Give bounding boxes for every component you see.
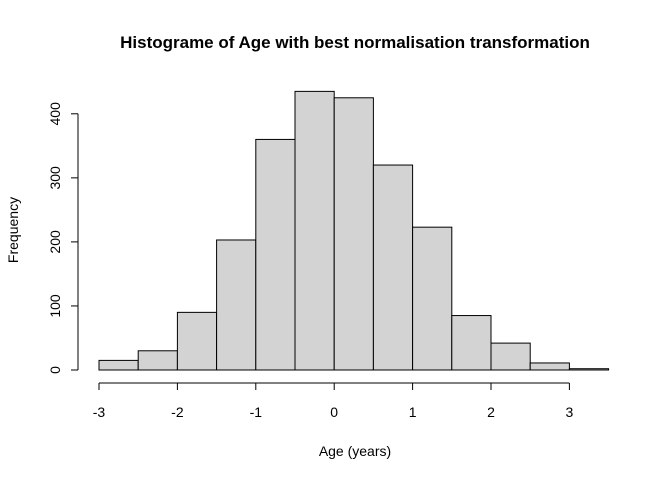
- histogram-bar: [529, 362, 570, 371]
- x-tick-label: 3: [566, 404, 574, 420]
- y-tick-label: 400: [47, 102, 63, 126]
- histogram-bar: [255, 138, 296, 371]
- histogram-bar: [98, 359, 139, 371]
- y-tick-label: 100: [47, 294, 63, 318]
- histogram-bar: [333, 97, 374, 371]
- chart-title: Histograme of Age with best normalisatio…: [120, 33, 590, 52]
- x-tick-label: 1: [409, 404, 417, 420]
- y-tick-label: 300: [47, 166, 63, 190]
- histogram-bar: [451, 315, 492, 371]
- histogram-bar: [412, 226, 453, 371]
- histogram-bar: [294, 90, 335, 371]
- x-axis-label: Age (years): [319, 443, 391, 459]
- x-tick-label: -3: [93, 404, 106, 420]
- histogram-bar: [216, 239, 257, 371]
- histogram-bar: [137, 350, 178, 371]
- histogram-bar: [568, 368, 610, 371]
- y-axis-label: Frequency: [5, 197, 21, 263]
- y-axis: 0 100 200 300 400: [47, 102, 79, 374]
- x-tick-label: -2: [171, 404, 184, 420]
- x-axis: -3 -2 -1 0 1 2 3: [93, 382, 574, 420]
- x-tick-label: 2: [487, 404, 495, 420]
- x-tick-label: 0: [330, 404, 338, 420]
- y-tick-label: 200: [47, 230, 63, 254]
- histogram-bar: [372, 164, 414, 371]
- histogram-bar: [490, 342, 531, 371]
- y-tick-label: 0: [47, 366, 63, 374]
- histogram-bars: [98, 90, 610, 371]
- histogram-bar: [176, 311, 218, 371]
- x-tick-label: -1: [250, 404, 263, 420]
